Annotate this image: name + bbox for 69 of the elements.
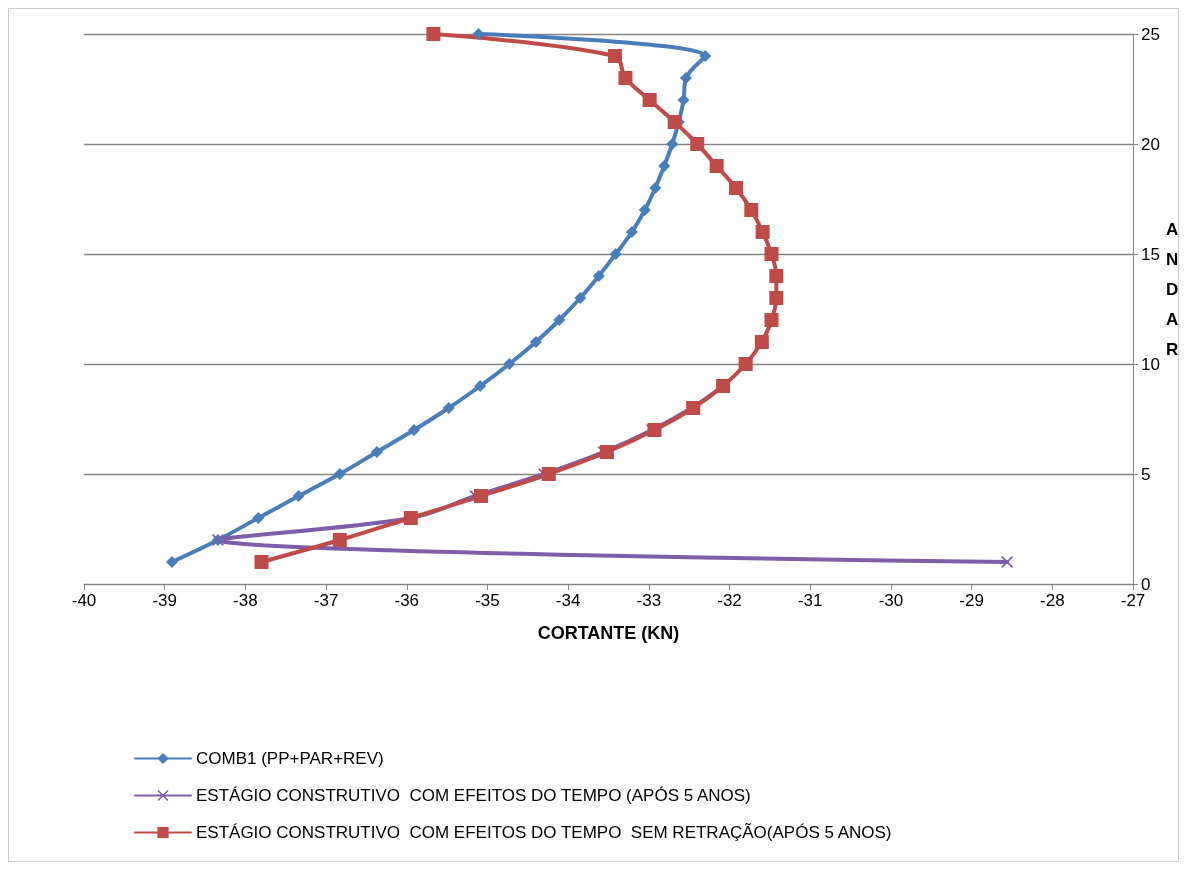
point xyxy=(658,160,671,172)
x-tick-label: -32 xyxy=(717,591,742,610)
point xyxy=(474,489,489,503)
y-tick-label: 20 xyxy=(1141,134,1160,154)
point xyxy=(333,468,346,480)
x-tick-label: -30 xyxy=(878,591,904,610)
point xyxy=(408,424,421,436)
x-axis-title: CORTANTE (KN) xyxy=(537,623,680,643)
point xyxy=(754,335,769,349)
point xyxy=(728,181,743,195)
point xyxy=(254,555,269,569)
x-tick-label: -40 xyxy=(71,591,97,610)
point xyxy=(553,314,566,326)
point xyxy=(699,50,712,62)
point xyxy=(677,94,690,106)
point xyxy=(529,336,542,348)
point xyxy=(599,445,614,459)
x-tick-label: -34 xyxy=(555,591,581,610)
point xyxy=(541,467,556,481)
legend-label: ESTÁGIO CONSTRUTIVO COM EFEITOS DO TEMPO SEM RETRAÇÃO(APÓS 5 ANOS) xyxy=(196,823,892,842)
x-tick-label: -39 xyxy=(152,591,177,610)
point xyxy=(738,357,753,371)
point xyxy=(165,556,178,568)
y-tick-label: 15 xyxy=(1141,244,1160,264)
point xyxy=(666,138,679,150)
point xyxy=(667,115,682,129)
point xyxy=(574,292,587,304)
point xyxy=(769,269,784,283)
x-tick-label: -31 xyxy=(797,591,823,610)
point xyxy=(370,446,383,458)
point xyxy=(609,248,622,260)
point xyxy=(592,270,605,282)
point xyxy=(292,490,305,502)
point xyxy=(474,380,487,392)
point xyxy=(332,533,347,547)
point xyxy=(618,71,633,85)
y-tick-label: 5 xyxy=(1141,464,1151,484)
x-tick-label: -29 xyxy=(959,591,984,610)
x-tick-label: -28 xyxy=(1040,591,1065,610)
legend-label: ESTÁGIO CONSTRUTIVO COM EFEITOS DO TEMPO (APÓS 5 ANOS) xyxy=(196,786,751,805)
x-tick-label: -27 xyxy=(1120,591,1146,610)
point xyxy=(252,512,265,524)
point xyxy=(442,402,455,414)
point xyxy=(642,93,657,107)
point xyxy=(769,291,784,305)
point xyxy=(1001,556,1014,568)
y-tick-label: 10 xyxy=(1141,354,1160,374)
x-tick-label: -35 xyxy=(475,591,500,610)
point xyxy=(744,203,759,217)
x-tick-label: -37 xyxy=(313,591,339,610)
point xyxy=(625,226,638,238)
x-tick-label: -38 xyxy=(233,591,258,610)
x-tick-label: -36 xyxy=(394,591,420,610)
y-axis-title: ANDAR xyxy=(1166,219,1179,359)
x-tick-label: -33 xyxy=(636,591,662,610)
y-tick-label: 0 xyxy=(1141,574,1151,594)
legend-label: COMB1 (PP+PAR+REV) xyxy=(196,749,384,768)
point xyxy=(503,358,516,370)
point xyxy=(709,159,724,173)
point xyxy=(764,247,779,261)
point xyxy=(607,49,622,63)
point xyxy=(764,313,779,327)
point xyxy=(649,182,662,194)
point xyxy=(426,27,441,41)
y-tick-label: 25 xyxy=(1141,24,1160,44)
point xyxy=(690,137,705,151)
point xyxy=(638,204,651,216)
point xyxy=(679,72,692,84)
point xyxy=(755,225,770,239)
